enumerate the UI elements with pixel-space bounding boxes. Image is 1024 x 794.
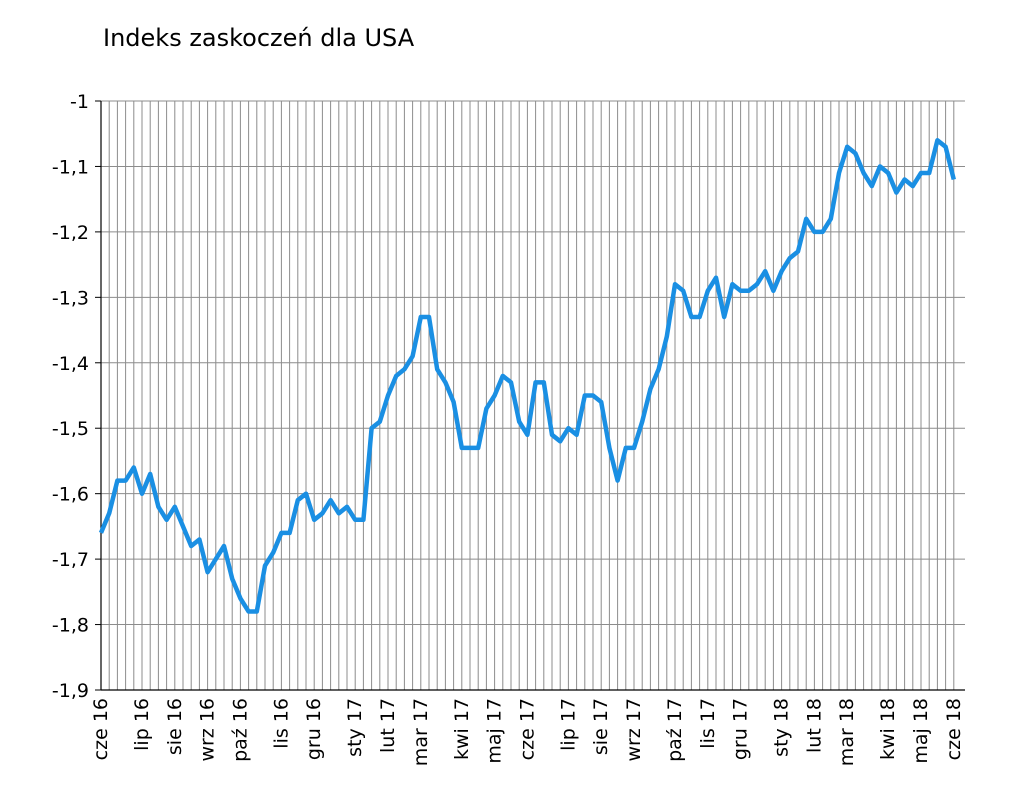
y-tick-label: -1,4 [52, 353, 89, 375]
x-tick-label: lip 17 [557, 698, 579, 751]
x-tick-label: kwi 17 [451, 698, 473, 760]
y-tick-label: -1,1 [52, 156, 89, 178]
x-tick-label: cze 17 [516, 698, 538, 760]
x-tick-label: gru 16 [303, 698, 325, 760]
x-tick-label: lut 17 [377, 698, 399, 753]
x-tick-label: sie 17 [590, 698, 612, 755]
x-tick-label: maj 18 [910, 698, 932, 764]
x-tick-label: lip 16 [131, 698, 153, 751]
x-tick-label: wrz 17 [623, 698, 645, 762]
x-tick-label: sie 16 [164, 698, 186, 755]
x-tick-label: cze 18 [943, 698, 965, 760]
x-tick-label: mar 17 [410, 698, 432, 766]
y-tick-label: -1,7 [52, 549, 89, 571]
x-tick-label: lis 17 [697, 698, 719, 749]
y-tick-label: -1,3 [52, 287, 89, 309]
data-line [98, 138, 956, 614]
y-tick-label: -1,2 [52, 222, 89, 244]
x-tick-label: lis 16 [270, 698, 292, 749]
y-tick-label: -1,5 [52, 418, 89, 440]
x-tick-label: mar 18 [836, 698, 858, 766]
x-tick-label: lut 18 [803, 698, 825, 753]
y-tick-label: -1,6 [52, 484, 89, 506]
x-tick-label: maj 17 [484, 698, 506, 764]
x-tick-label: kwi 18 [877, 698, 899, 760]
x-tick-label: sty 17 [344, 698, 366, 757]
x-tick-label: cze 16 [90, 698, 112, 760]
x-tick-label: paź 16 [229, 698, 251, 762]
y-tick-label: -1,9 [52, 680, 89, 702]
chart-title: Indeks zaskoczeń dla USA [103, 24, 415, 52]
x-tick-label: paź 17 [664, 698, 686, 762]
y-tick-label: -1 [70, 91, 89, 113]
x-tick-label: sty 18 [771, 698, 793, 757]
x-tick-label: gru 17 [730, 698, 752, 760]
y-tick-label: -1,8 [52, 615, 89, 637]
x-tick-label: wrz 16 [197, 698, 219, 762]
